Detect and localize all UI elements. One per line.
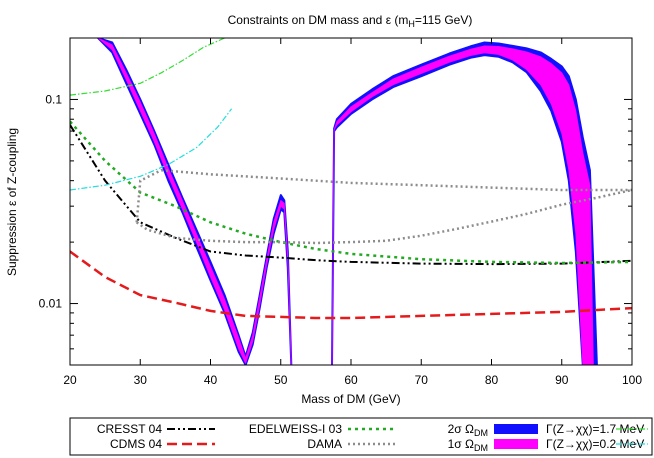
axes: 20 30 40 50 60 70 80 90 100 0.01 0.1 xyxy=(39,37,642,387)
band-omega1-1 xyxy=(97,38,292,365)
x-tick-label-80: 80 xyxy=(485,373,499,387)
y-tick-label-0.01: 0.01 xyxy=(39,297,63,311)
legend-label-omega1: 1σ ΩDM xyxy=(448,437,488,453)
legend-label-cresst: CRESST 04 xyxy=(97,422,162,436)
legend-swatch-omega1 xyxy=(494,439,538,449)
x-tick-label-50: 50 xyxy=(274,373,288,387)
x-tick-label-40: 40 xyxy=(204,373,218,387)
plot-area xyxy=(70,38,632,365)
x-axis-label: Mass of DM (GeV) xyxy=(301,392,400,406)
series-line-cdms-1 xyxy=(70,250,632,320)
band-omega2-2 xyxy=(331,41,598,365)
y-tick-label-0.1: 0.1 xyxy=(45,92,62,106)
y-axis-label: Suppression ε of Z-coupling xyxy=(5,128,19,276)
x-tick-label-100: 100 xyxy=(622,373,642,387)
series-line-edelweiss-2 xyxy=(70,120,632,265)
legend-box xyxy=(69,417,653,456)
x-tick-label-30: 30 xyxy=(134,373,148,387)
band-omega2-0 xyxy=(97,38,293,365)
legend: CRESST 04 CDMS 04 EDELWEISS-I 03 DAMA 2σ… xyxy=(69,417,653,456)
legend-label-edelweiss: EDELWEISS-I 03 xyxy=(249,422,342,436)
legend-label-dama: DAMA xyxy=(307,437,342,451)
x-tick-label-20: 20 xyxy=(63,373,77,387)
legend-label-gamma17: Γ(Z→χχ)=1.7 MeV xyxy=(546,422,644,436)
chart-title: Constraints on DM mass and ε (mH=115 GeV… xyxy=(228,13,473,29)
x-tick-label-90: 90 xyxy=(555,373,569,387)
series-line-gamma02-6 xyxy=(70,108,233,191)
x-tick-label-60: 60 xyxy=(344,373,358,387)
series-line-dama-3 xyxy=(135,168,632,223)
series-line-gamma17-5 xyxy=(70,38,225,96)
series-line-dama-4 xyxy=(135,188,632,245)
x-tick-label-70: 70 xyxy=(415,373,429,387)
legend-label-gamma02: Γ(Z→χχ)=0.2 MeV xyxy=(546,437,644,451)
band-omega1-3 xyxy=(331,45,594,365)
legend-swatch-omega2 xyxy=(494,424,538,434)
legend-label-omega2: 2σ ΩDM xyxy=(448,422,488,438)
legend-label-cdms: CDMS 04 xyxy=(110,437,162,451)
